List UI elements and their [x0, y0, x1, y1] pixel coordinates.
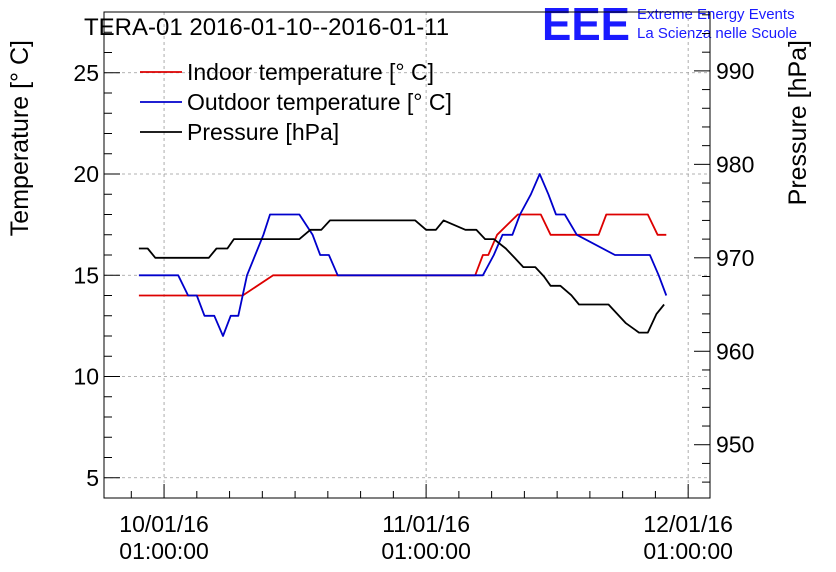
y-axis-right-label: Pressure [hPa]: [784, 40, 812, 205]
chart-title: TERA-01 2016-01-10--2016-01-11: [84, 14, 449, 41]
y-left-tick-label: 10: [73, 364, 99, 390]
y-right-tick-label: 970: [716, 245, 754, 271]
series-line-2: [138, 173, 668, 337]
eee-logo: EEE Extreme Energy Events La Scienza nel…: [542, 0, 797, 50]
logo-line-1: Extreme Energy Events: [637, 6, 795, 23]
series-line-1: [138, 213, 667, 297]
logo-letters: EEE: [542, 0, 630, 50]
series-layer: [138, 173, 668, 337]
y-right-tick-label: 980: [716, 151, 754, 177]
y-right-tick-label: 990: [716, 58, 754, 84]
y-left-tick-label: 5: [86, 465, 99, 491]
y-left-tick-label: 25: [73, 60, 99, 86]
x-tick-label-date: 10/01/16: [119, 511, 209, 537]
series-line-3: [138, 219, 665, 334]
y-right-tick-label: 950: [716, 432, 754, 458]
y-left-tick-label: 20: [73, 161, 99, 187]
x-axis: 10/01/1601:00:0011/01/1601:00:0012/01/16…: [119, 484, 733, 564]
y-right-tick-label: 960: [716, 338, 754, 364]
legend-label-2: Outdoor temperature [° C]: [187, 89, 452, 115]
legend: Indoor temperature [° C] Outdoor temperat…: [140, 59, 452, 145]
legend-label-3: Pressure [hPa]: [187, 119, 339, 145]
x-tick-label-time: 01:00:00: [381, 538, 471, 564]
x-tick-label-date: 11/01/16: [382, 511, 470, 537]
y-left-tick-label: 15: [73, 262, 99, 288]
legend-label-1: Indoor temperature [° C]: [187, 59, 434, 85]
y-axis-left: 5 10 15 20 25: [73, 11, 120, 499]
x-tick-label-date: 12/01/16: [643, 511, 733, 537]
y-axis-right: 950 960 970 980 990: [694, 14, 754, 483]
x-tick-label-time: 01:00:00: [643, 538, 733, 564]
logo-line-2: La Scienza nelle Scuole: [637, 25, 797, 42]
x-tick-label-time: 01:00:00: [119, 538, 209, 564]
y-axis-left-label: Temperature [° C]: [6, 40, 34, 236]
